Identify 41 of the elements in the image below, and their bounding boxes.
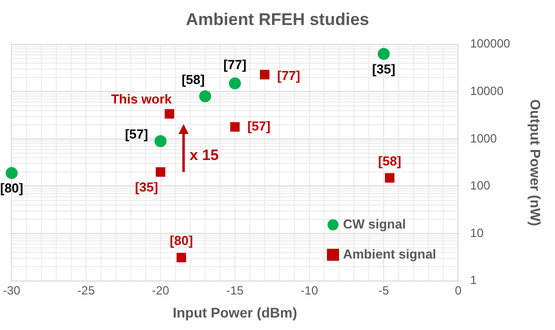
y-tick-label: 100 <box>470 178 491 193</box>
annotation: [80] <box>170 233 193 248</box>
annotation: [35] <box>372 61 396 76</box>
annotation: This work <box>111 91 173 106</box>
annotation: [35] <box>134 180 158 195</box>
point <box>228 77 241 90</box>
point <box>378 48 390 60</box>
annotation: [77] <box>277 68 300 84</box>
point <box>156 167 166 177</box>
point <box>154 135 166 148</box>
annotation: [57] <box>247 118 270 134</box>
chart-title: Ambient RFEH studies <box>186 10 370 29</box>
y-axis-title: Output Power (nW) <box>528 99 544 226</box>
y-tick-label: 1 <box>470 273 478 288</box>
x-axis-title: Input Power (dBm) <box>172 304 298 320</box>
point <box>199 90 212 102</box>
point <box>230 122 240 132</box>
annotation: x 15 <box>190 147 219 164</box>
point <box>384 173 394 183</box>
legend-label: Ambient signal <box>342 246 436 262</box>
y-tick-label: 10 <box>470 226 484 240</box>
x-tick-label: -10 <box>300 283 318 298</box>
annotation: [57] <box>124 126 148 142</box>
point <box>164 109 174 119</box>
x-tick-label: -15 <box>226 283 244 298</box>
point <box>6 167 18 180</box>
x-tick-label: -25 <box>77 283 96 298</box>
annotation: [58] <box>182 72 205 87</box>
annotation: [80] <box>0 180 24 196</box>
x-tick-label: -20 <box>152 283 170 298</box>
legend-label: CW signal <box>342 216 406 232</box>
x-tick-label: -5 <box>378 283 390 298</box>
annotation: [77] <box>223 56 246 72</box>
x-tick-label: -30 <box>3 283 21 298</box>
y-tick-label: 1000 <box>470 131 498 146</box>
point <box>176 252 186 262</box>
point <box>260 70 270 80</box>
x-tick-label: 0 <box>454 283 462 298</box>
annotation: [58] <box>378 153 402 168</box>
y-tick-label: 100000 <box>470 36 511 51</box>
y-tick-label: 10000 <box>470 84 504 98</box>
